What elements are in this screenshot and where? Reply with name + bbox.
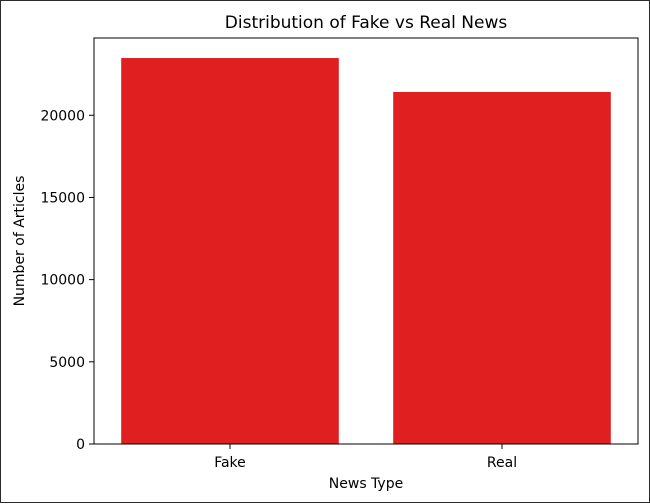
y-axis-label: Number of Articles [12,176,28,307]
bar-real [393,91,611,445]
y-tick-label: 15000 [40,190,85,206]
x-tick-label-fake: Fake [214,455,246,471]
bar-fake [121,58,339,444]
y-tick-label: 10000 [40,273,85,289]
y-tick-label: 20000 [40,108,85,124]
x-axis-ticks: Fake Real [214,444,517,471]
plot-area-frame [93,37,639,445]
y-tick-label: 0 [76,437,85,453]
chart-title: Distribution of Fake vs Real News [225,13,508,33]
y-tick-label: 5000 [49,355,85,371]
x-tick-label-real: Real [487,455,517,471]
y-axis-ticks: 0 5000 10000 15000 20000 [40,108,94,453]
x-axis-label: News Type [329,476,403,492]
bars-group [121,58,611,445]
